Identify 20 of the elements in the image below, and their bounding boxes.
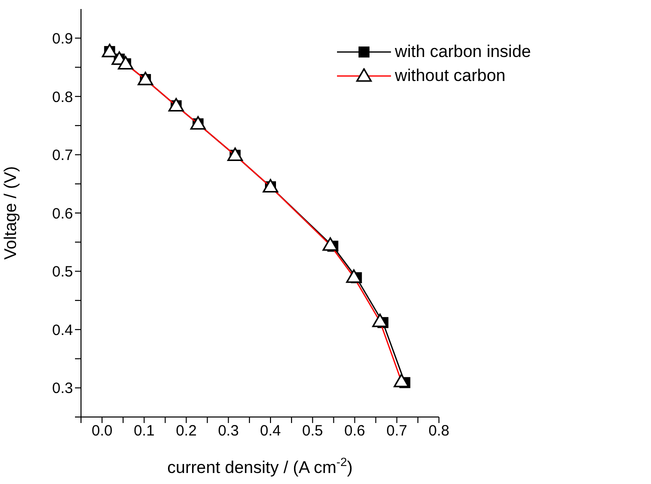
x-tick-label: 0.7 [386,422,408,440]
y-tick-label: 0.5 [52,264,73,281]
x-axis-title: current density / (A cm$^{-2}$) [167,455,353,477]
y-tick-label: 0.6 [52,205,73,222]
x-tick-label: 0.1 [134,422,155,440]
y-tick-label: 0.8 [52,88,73,106]
y-tick-label: 0.9 [52,30,73,48]
legend-label: with carbon inside [394,42,531,62]
x-tick-label: 0.3 [218,422,239,440]
x-tick-label: 0.2 [176,422,197,440]
x-tick-label: 0.8 [428,422,450,440]
x-tick-label: 0.5 [302,422,324,440]
y-tick-label: 0.7 [52,147,73,164]
y-tick-label: 0.3 [52,380,73,398]
y-tick-label: 0.4 [52,322,73,339]
x-tick-label: 0.4 [260,422,281,440]
x-tick-label: 0.6 [344,422,366,440]
x-tick-label: 0.0 [92,422,112,440]
y-axis-title: Voltage / (V) [1,166,20,260]
legend-label: without carbon [394,66,506,86]
